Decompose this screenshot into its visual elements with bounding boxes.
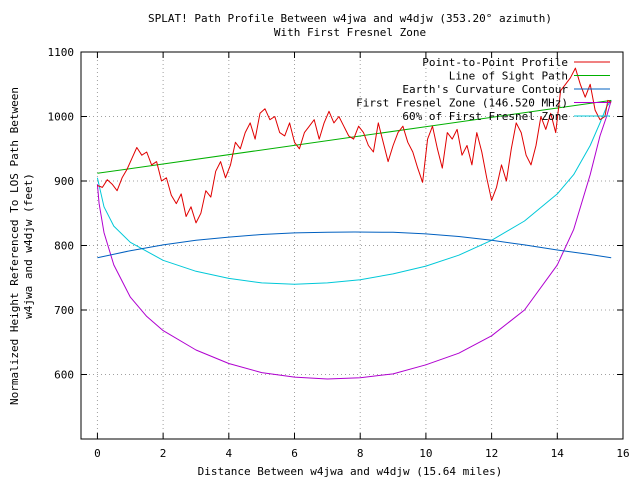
series-line-first-fresnel-zone-146-520-mhz bbox=[96, 100, 612, 380]
x-tick-label-2: 4 bbox=[226, 447, 233, 460]
x-tick-label-6: 12 bbox=[485, 447, 498, 460]
axis-ticks: 0 2 4 6 8 10 12 14 16 600 700 800 900 1000 1100 bbox=[48, 46, 630, 460]
y-axis-label-line1: Normalized Height Referenced To LOS Path… bbox=[8, 87, 21, 405]
series-line-earth-s-curvature-contour bbox=[97, 231, 612, 259]
legend-label-line-of-sight-path: Line of Sight Path bbox=[449, 70, 568, 83]
series-layer bbox=[96, 67, 612, 380]
legend-label-earth-s-curvature-contour: Earth's Curvature Contour bbox=[402, 83, 568, 96]
y-tick-label-5: 1100 bbox=[48, 46, 75, 59]
y-tick-label-3: 900 bbox=[54, 175, 74, 188]
series-line-point-to-point-profile bbox=[97, 67, 612, 224]
x-axis-label: Distance Between w4jwa and w4djw (15.64 … bbox=[198, 465, 503, 478]
x-tick-label-1: 2 bbox=[160, 447, 167, 460]
legend-label-point-to-point-profile: Point-to-Point Profile bbox=[422, 56, 568, 69]
x-tick-label-0: 0 bbox=[94, 447, 101, 460]
legend-label-60-of-first-fresnel-zone: 60% of First Fresnel Zone bbox=[402, 110, 568, 123]
x-tick-label-5: 10 bbox=[419, 447, 432, 460]
series-line-60-of-first-fresnel-zone bbox=[96, 100, 612, 285]
x-tick-label-7: 14 bbox=[551, 447, 565, 460]
legend-label-first-fresnel-zone-146-520-mhz: First Fresnel Zone (146.520 MHz) bbox=[356, 97, 568, 110]
chart-subtitle: With First Fresnel Zone bbox=[274, 26, 426, 39]
chart-title: SPLAT! Path Profile Between w4jwa and w4… bbox=[148, 12, 552, 25]
y-tick-label-2: 800 bbox=[54, 240, 74, 253]
x-tick-label-8: 16 bbox=[616, 447, 629, 460]
x-tick-label-4: 8 bbox=[357, 447, 364, 460]
y-axis-label-line2: w4jwa and w4djw (feet) bbox=[22, 173, 35, 319]
x-tick-label-3: 6 bbox=[291, 447, 298, 460]
y-tick-label-1: 700 bbox=[54, 304, 74, 317]
y-tick-label-0: 600 bbox=[54, 369, 74, 382]
y-tick-label-4: 1000 bbox=[48, 111, 75, 124]
